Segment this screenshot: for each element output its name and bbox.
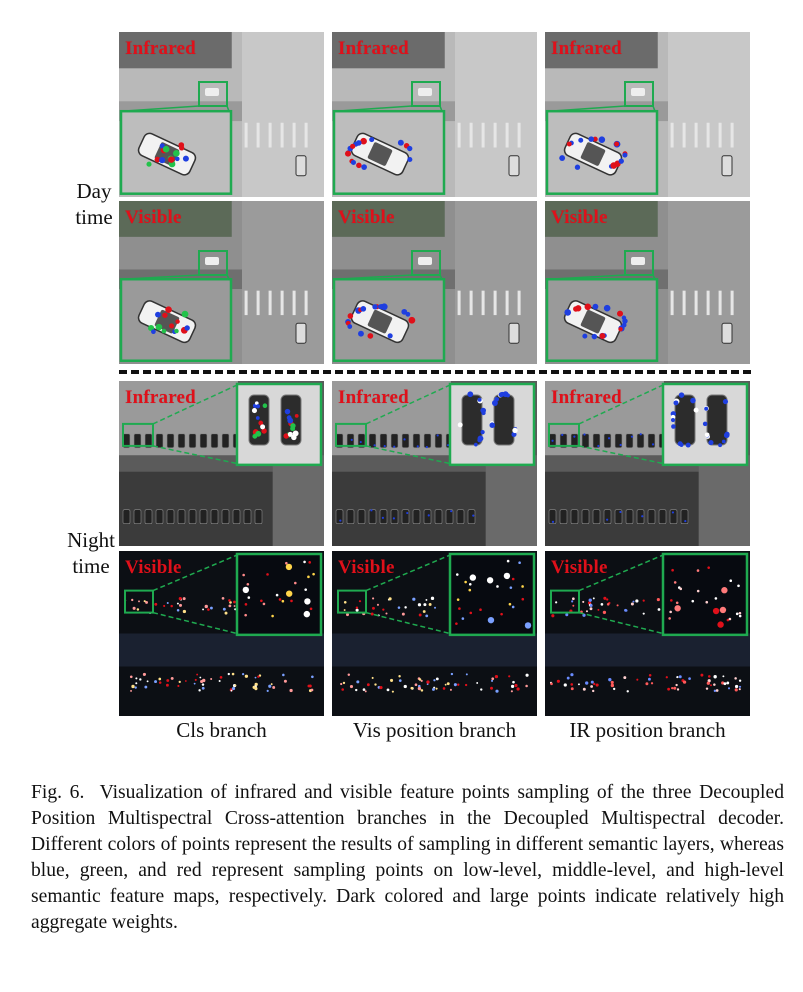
modality-label: Infrared <box>338 387 409 408</box>
modality-label: Visible <box>551 207 608 228</box>
image-tile-day-visible-vis: Visible <box>332 201 537 364</box>
aerial-image <box>119 551 324 716</box>
image-tile-day-infrared-vis: Infrared <box>332 32 537 197</box>
aerial-image <box>545 551 750 716</box>
image-tile-night-visible-vis: Visible <box>332 551 537 716</box>
image-tile-day-infrared-ir: Infrared <box>545 32 750 197</box>
image-tile-night-infrared-ir: Infrared <box>545 381 750 546</box>
modality-label: Visible <box>338 557 395 578</box>
image-tile-day-visible-ir: Visible <box>545 201 750 364</box>
image-tile-day-visible-cls: Visible <box>119 201 324 364</box>
aerial-image <box>545 201 750 364</box>
modality-label: Visible <box>125 207 182 228</box>
modality-label: Infrared <box>551 38 622 59</box>
modality-label: Visible <box>551 557 608 578</box>
row-label-day-line1: Day <box>76 179 112 203</box>
image-tile-night-visible-cls: Visible <box>119 551 324 716</box>
row-label-night-line2: time <box>72 554 110 578</box>
aerial-image <box>332 381 537 546</box>
image-tile-night-visible-ir: Visible <box>545 551 750 716</box>
aerial-image <box>119 32 324 197</box>
aerial-image <box>545 32 750 197</box>
modality-label: Infrared <box>338 38 409 59</box>
caption-text: Visualization of infrared and visible fe… <box>31 782 784 933</box>
row-label-night-line1: Night <box>67 528 115 552</box>
figure-caption: Fig. 6. Visualization of infrared and vi… <box>31 780 784 936</box>
modality-label: Infrared <box>551 387 622 408</box>
modality-label: Infrared <box>125 38 196 59</box>
column-label-ir: IR position branch <box>569 718 726 742</box>
aerial-image <box>332 551 537 716</box>
aerial-image <box>332 32 537 197</box>
modality-label: Visible <box>338 207 395 228</box>
modality-label: Visible <box>125 557 182 578</box>
day-night-divider <box>119 370 751 374</box>
column-label-vis: Vis position branch <box>352 718 517 742</box>
image-tile-night-infrared-cls: Infrared <box>119 381 324 546</box>
modality-label: Infrared <box>125 387 196 408</box>
column-label-cls: Cls branch <box>176 718 267 742</box>
aerial-image <box>119 381 324 546</box>
aerial-image <box>545 381 750 546</box>
image-tile-night-infrared-vis: Infrared <box>332 381 537 546</box>
aerial-image <box>332 201 537 364</box>
image-tile-day-infrared-cls: Infrared <box>119 32 324 197</box>
caption-figure-number: Fig. 6. <box>31 782 85 803</box>
aerial-image <box>119 201 324 364</box>
row-label-day: Day time <box>66 178 122 230</box>
row-label-night: Night time <box>60 527 122 579</box>
row-label-day-line2: time <box>75 205 113 229</box>
